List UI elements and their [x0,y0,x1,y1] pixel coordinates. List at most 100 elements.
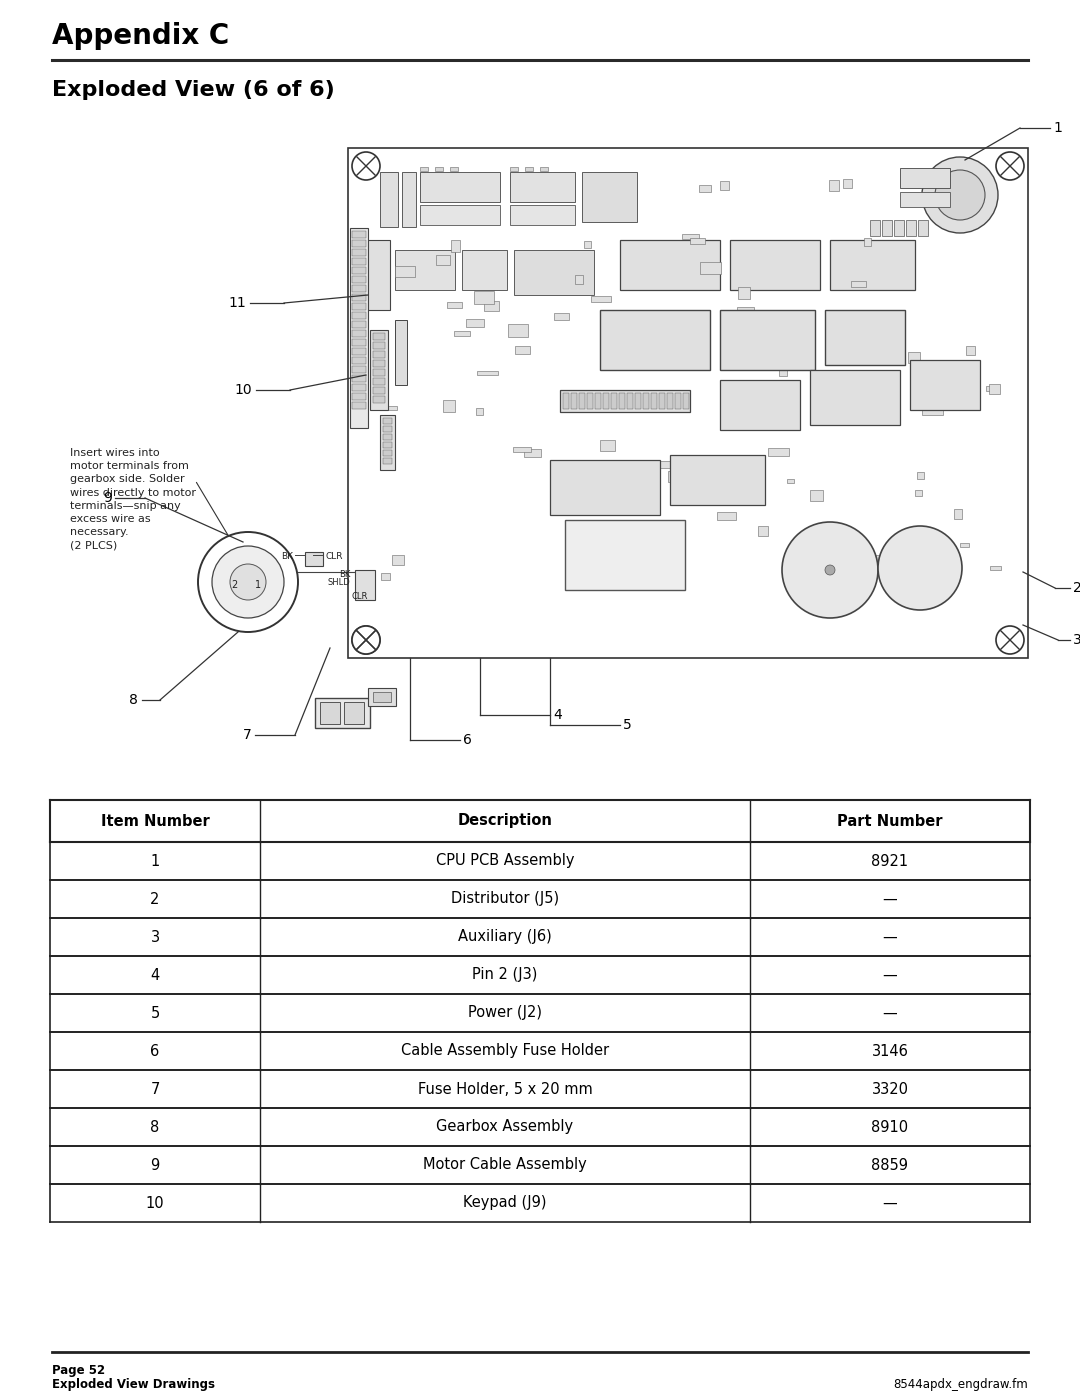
Bar [659,534,669,541]
Bar [420,172,500,203]
Text: 3: 3 [150,929,160,944]
Bar [831,240,915,291]
Text: 9: 9 [150,1158,160,1172]
Bar [870,219,880,236]
Bar [320,703,340,724]
Bar [954,509,962,520]
Bar [395,265,415,277]
Bar [352,402,366,409]
Bar [50,880,1030,918]
Bar [352,303,366,310]
Bar [508,324,528,337]
Circle shape [352,152,380,180]
Bar [717,511,735,520]
Circle shape [996,152,1024,180]
Bar [50,1070,1030,1108]
Text: Power (J2): Power (J2) [468,1006,542,1020]
Bar [620,240,720,291]
Circle shape [198,532,298,631]
Bar [595,393,600,409]
Text: —: — [882,968,897,982]
Bar [350,228,368,427]
Circle shape [352,626,380,654]
Bar [454,331,470,337]
Bar [700,263,721,274]
Text: Description: Description [458,813,553,828]
Text: BK: BK [281,552,293,562]
Text: —: — [882,891,897,907]
Bar [435,168,443,170]
Circle shape [212,546,284,617]
Bar [990,566,1001,570]
Bar [603,345,611,355]
Bar [462,250,507,291]
Bar [477,372,498,374]
Bar [720,380,800,430]
Bar [50,1108,1030,1146]
Bar [484,300,499,312]
Text: 3146: 3146 [872,1044,908,1059]
Bar [584,242,591,249]
Bar [659,461,674,468]
Bar [352,267,366,274]
Bar [690,237,705,244]
Text: Appendix C: Appendix C [52,22,229,50]
Bar [525,168,534,170]
Bar [50,1146,1030,1185]
Bar [383,458,392,464]
Bar [864,237,870,246]
Bar [669,471,675,482]
Bar [874,555,888,567]
Bar [829,180,839,191]
Text: 11: 11 [228,296,246,310]
Text: Keypad (J9): Keypad (J9) [463,1196,546,1210]
Bar [510,172,575,203]
Text: 7: 7 [243,728,252,742]
Bar [563,393,569,409]
Text: Pin 2 (J3): Pin 2 (J3) [472,968,538,982]
Bar [797,563,806,571]
Bar [352,393,366,400]
Bar [451,240,460,251]
Bar [402,172,416,226]
Bar [380,415,395,469]
Bar [643,393,649,409]
Bar [383,441,392,448]
Bar [915,490,922,496]
Bar [561,390,690,412]
Bar [373,342,384,349]
Circle shape [996,626,1024,654]
Bar [352,374,366,381]
Text: Item Number: Item Number [100,813,210,828]
Bar [779,365,787,376]
Bar [373,332,384,339]
Bar [825,310,905,365]
Bar [352,330,366,337]
Bar [348,148,1028,658]
Text: 7: 7 [150,1081,160,1097]
Bar [600,440,615,451]
Bar [579,393,585,409]
Bar [420,205,500,225]
Bar [352,348,366,355]
Bar [918,219,928,236]
Bar [810,490,823,502]
Bar [882,219,892,236]
Bar [443,400,455,412]
Text: 6: 6 [150,1044,160,1059]
Text: Cable Assembly Fuse Holder: Cable Assembly Fuse Holder [401,1044,609,1059]
Bar [582,172,637,222]
Bar [571,393,577,409]
Bar [651,393,657,409]
Bar [670,455,765,504]
Bar [730,240,820,291]
Text: —: — [882,1196,897,1210]
Text: 6: 6 [463,733,472,747]
Bar [675,393,681,409]
Bar [436,256,450,265]
Bar [683,393,689,409]
Bar [768,448,789,455]
Text: 8: 8 [150,1119,160,1134]
Text: —: — [882,929,897,944]
Bar [565,520,685,590]
